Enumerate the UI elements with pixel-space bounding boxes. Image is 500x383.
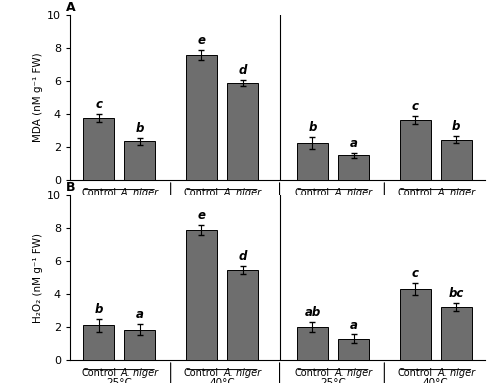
Bar xyxy=(338,155,369,180)
Text: A. niger: A. niger xyxy=(334,368,372,378)
Bar xyxy=(400,120,430,180)
Text: Control: Control xyxy=(398,368,432,378)
Text: 25°C: 25°C xyxy=(106,198,132,208)
Bar xyxy=(338,339,369,360)
Bar xyxy=(186,230,217,360)
Text: c: c xyxy=(96,98,102,111)
Text: b: b xyxy=(452,120,460,133)
Text: 25°C: 25°C xyxy=(106,378,132,383)
Text: c: c xyxy=(412,267,418,280)
Bar xyxy=(84,326,114,360)
Text: 40°C: 40°C xyxy=(423,378,448,383)
Text: B: B xyxy=(66,181,76,194)
Bar xyxy=(124,141,156,180)
Bar xyxy=(441,140,472,180)
Text: Control: Control xyxy=(81,368,116,378)
Text: a: a xyxy=(350,319,358,332)
Bar xyxy=(297,327,328,360)
Bar xyxy=(227,270,258,360)
Text: A: A xyxy=(66,1,76,14)
Text: Sunflower: Sunflower xyxy=(356,210,412,220)
Text: e: e xyxy=(198,34,205,47)
Text: A. niger: A. niger xyxy=(437,368,476,378)
Bar xyxy=(124,329,156,360)
Bar xyxy=(297,143,328,180)
Text: 40°C: 40°C xyxy=(423,198,448,208)
Bar xyxy=(84,118,114,180)
Text: 25°C: 25°C xyxy=(320,378,346,383)
Text: d: d xyxy=(238,64,247,77)
Text: d: d xyxy=(238,250,247,263)
Text: 40°C: 40°C xyxy=(209,378,235,383)
Text: Control: Control xyxy=(184,188,219,198)
Text: 40°C: 40°C xyxy=(209,198,235,208)
Text: A. niger: A. niger xyxy=(224,188,262,198)
Text: A. niger: A. niger xyxy=(437,188,476,198)
Text: b: b xyxy=(308,121,316,134)
Text: Control: Control xyxy=(295,188,330,198)
Text: A. niger: A. niger xyxy=(121,188,159,198)
Text: Soybean: Soybean xyxy=(146,210,195,220)
Text: e: e xyxy=(198,209,205,222)
Bar xyxy=(441,307,472,360)
Text: A. niger: A. niger xyxy=(121,368,159,378)
Text: Control: Control xyxy=(398,188,432,198)
Y-axis label: H₂O₂ (nM g⁻¹ FW): H₂O₂ (nM g⁻¹ FW) xyxy=(33,233,43,322)
Text: a: a xyxy=(136,308,144,321)
Y-axis label: MDA (nM g⁻¹ FW): MDA (nM g⁻¹ FW) xyxy=(33,53,43,142)
Text: Control: Control xyxy=(295,368,330,378)
Text: bc: bc xyxy=(448,287,464,300)
Text: Control: Control xyxy=(184,368,219,378)
Bar xyxy=(227,83,258,180)
Text: Control: Control xyxy=(81,188,116,198)
Text: b: b xyxy=(136,122,144,135)
Text: a: a xyxy=(350,137,358,150)
Text: c: c xyxy=(412,100,418,113)
Bar xyxy=(400,289,430,360)
Text: 25°C: 25°C xyxy=(320,198,346,208)
Text: b: b xyxy=(94,303,103,316)
Bar xyxy=(186,55,217,180)
Text: ab: ab xyxy=(304,306,320,319)
Text: A. niger: A. niger xyxy=(334,188,372,198)
Text: A. niger: A. niger xyxy=(224,368,262,378)
